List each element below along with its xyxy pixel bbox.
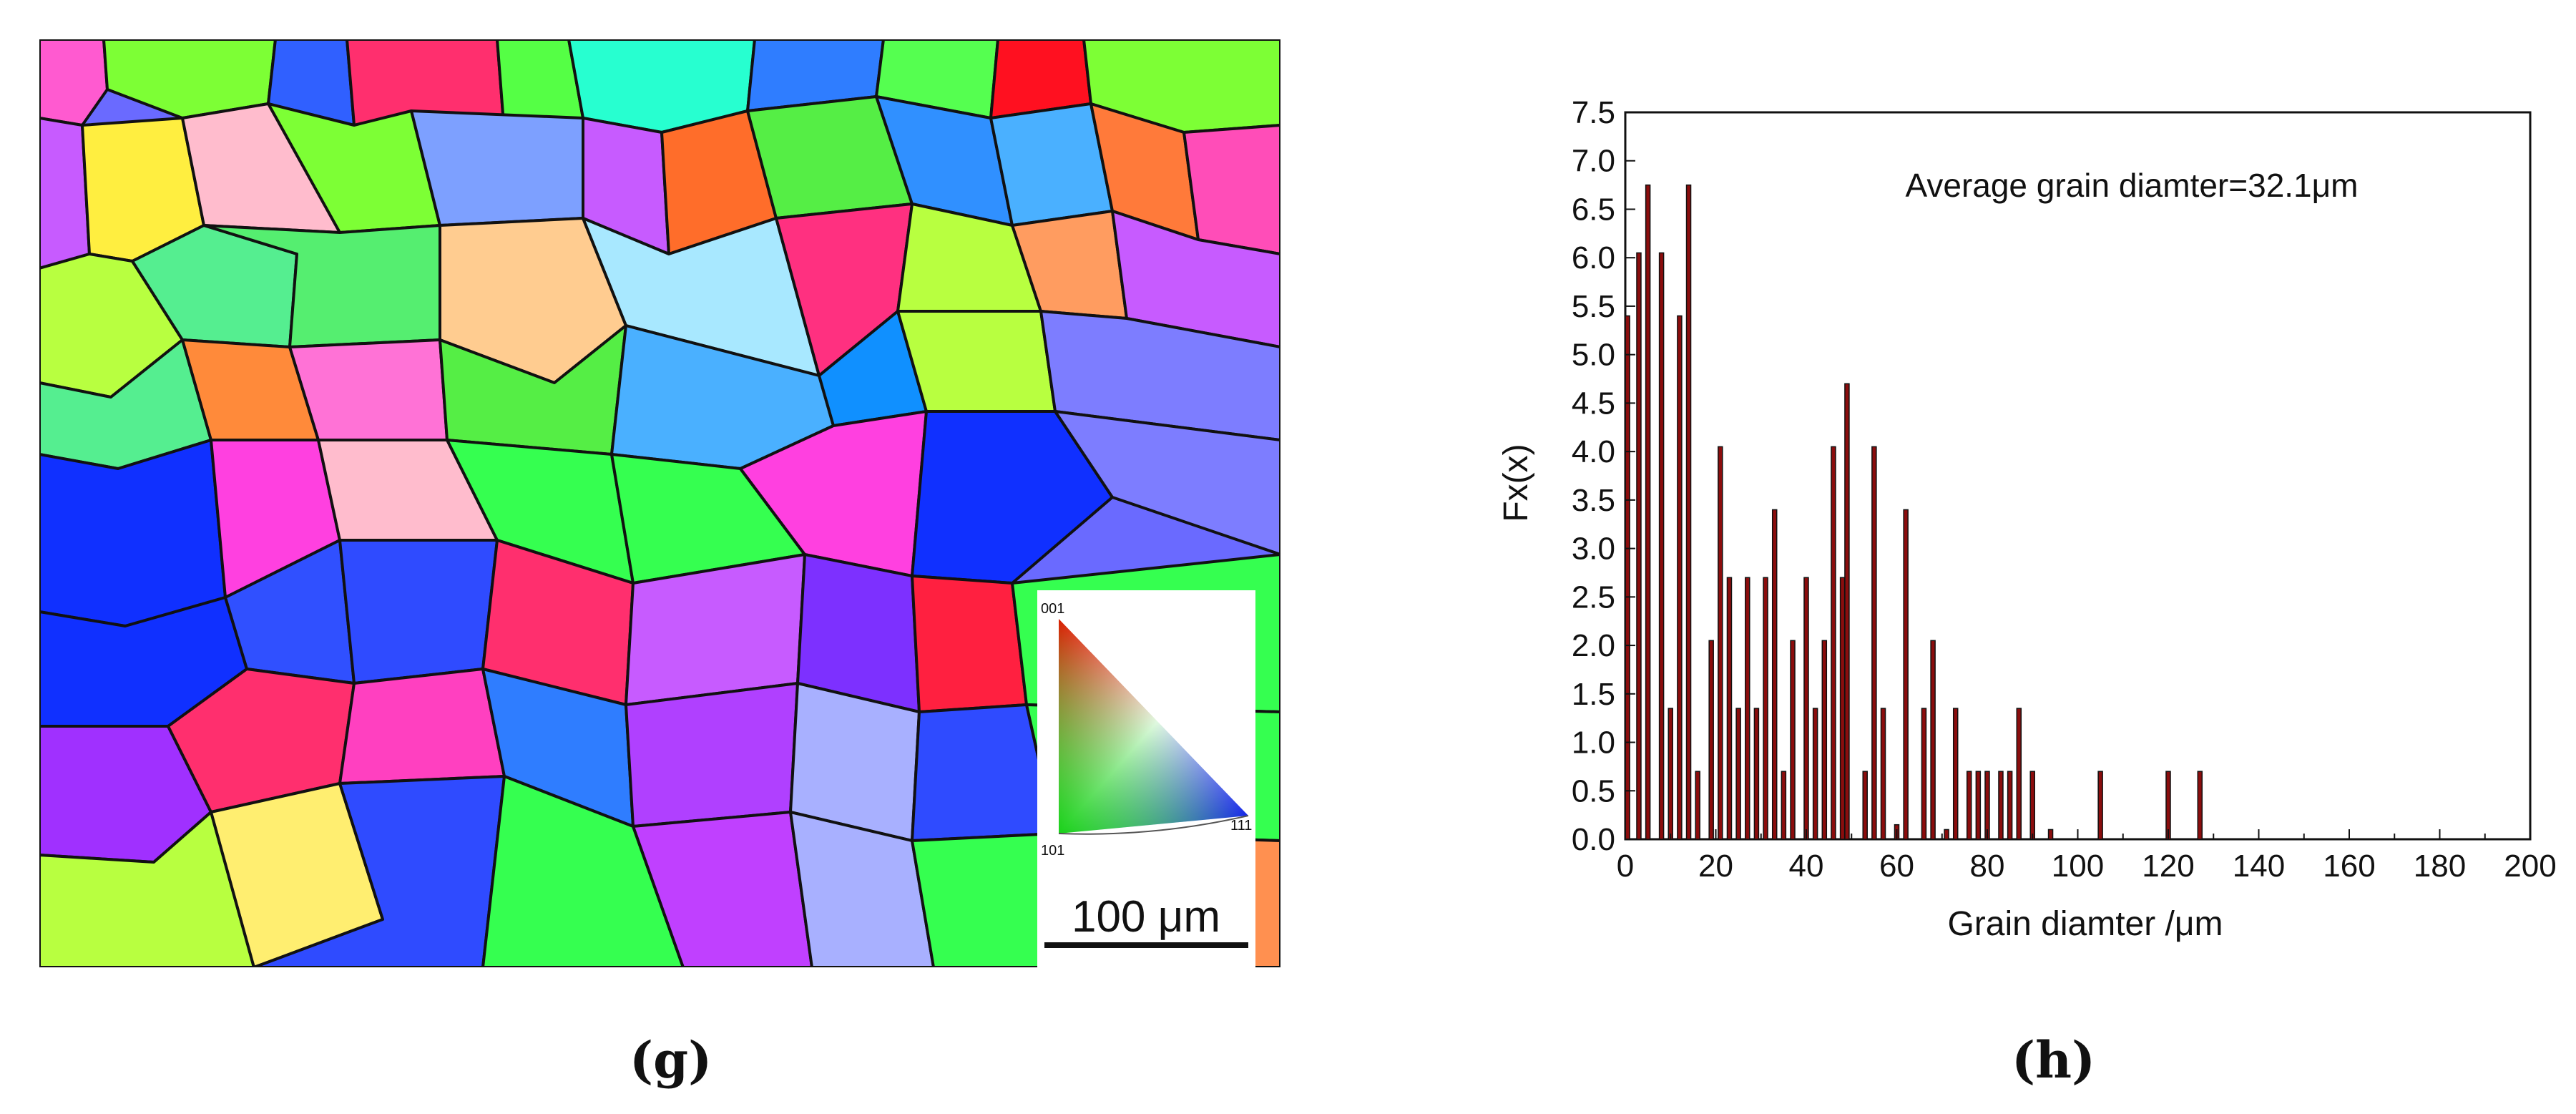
- histogram-bar: [1821, 640, 1828, 840]
- histogram-bar: [2097, 771, 2103, 840]
- y-axis-label: Fx(x): [1497, 444, 1535, 522]
- ipf-label-111: 111: [1230, 818, 1252, 834]
- ipf-label-001: 001: [1041, 601, 1064, 617]
- plot-frame: [1624, 111, 2532, 841]
- histogram-bar: [1735, 708, 1741, 840]
- x-tick-label: 100: [2052, 849, 2104, 884]
- y-tick-label: 3.5: [1572, 483, 1615, 518]
- histogram-bar: [1944, 829, 1949, 840]
- y-axis-ticks: 0.0 0.5 1.0 1.5 2.0 2.5 3.0 3.5 4.0 4.5 5.0 5.5 6.0 6…: [1572, 95, 1635, 857]
- y-tick-label: 0.5: [1572, 773, 1615, 808]
- histogram-bar: [1839, 577, 1846, 840]
- y-tick-label: 5.0: [1572, 338, 1615, 373]
- y-tick-label: 1.0: [1572, 725, 1615, 761]
- histogram-bar: [1984, 771, 1990, 840]
- panel-label-h: (h): [2012, 1030, 2096, 1090]
- histogram-bar: [2016, 708, 2022, 840]
- panel-label-g: (g): [630, 1030, 712, 1090]
- y-tick-label: 7.5: [1572, 95, 1615, 130]
- histogram-bar: [1718, 446, 1723, 840]
- x-tick-label: 40: [1789, 849, 1824, 884]
- histogram-bar: [1763, 577, 1768, 840]
- histogram-bar: [1844, 383, 1850, 840]
- chart-annotation: Average grain diamter=32.1μm: [1906, 167, 2359, 204]
- ipf-color-key: 001 101 111: [1037, 590, 1255, 876]
- histogram-bar: [1781, 771, 1787, 840]
- histogram-bar: [1726, 577, 1733, 840]
- y-tick-label: 4.0: [1572, 434, 1615, 469]
- x-tick-label: 180: [2414, 849, 2466, 884]
- histogram-bar: [2165, 771, 2171, 840]
- histogram-bar: [1921, 708, 1927, 840]
- histogram-bar: [1667, 708, 1673, 840]
- y-tick-label: 5.5: [1572, 289, 1615, 324]
- histogram-bar: [1645, 184, 1651, 840]
- histogram-bar: [1677, 315, 1683, 840]
- histogram-bar: [2029, 771, 2035, 840]
- histogram-bar: [1975, 771, 1982, 840]
- histogram-bar: [1930, 640, 1936, 840]
- histogram-bar: [1880, 708, 1886, 840]
- y-tick-label: 4.5: [1572, 386, 1615, 421]
- x-tick-label: 0: [1617, 849, 1634, 884]
- histogram-bar: [1871, 446, 1877, 840]
- ebsd-orientation-map: 001 101 111 100 μm: [39, 39, 1280, 967]
- y-tick-label: 3.0: [1572, 532, 1615, 567]
- histogram-bars: [1625, 184, 2203, 840]
- histogram-bar: [1903, 509, 1909, 840]
- histogram-bar: [1695, 771, 1700, 840]
- histogram-bar: [1685, 184, 1692, 840]
- y-tick-label: 6.5: [1572, 192, 1615, 227]
- histogram-bar: [1790, 640, 1796, 840]
- y-tick-label: 7.0: [1572, 144, 1615, 179]
- x-tick-label: 20: [1698, 849, 1733, 884]
- histogram-bar: [1636, 252, 1642, 840]
- x-axis-ticks: 0 20 40 60 80 100 120 140 160 180 200: [1617, 829, 2557, 884]
- histogram-bar: [1966, 771, 1972, 840]
- histogram-bar: [1952, 708, 1959, 840]
- histogram-bar: [1803, 577, 1809, 840]
- x-tick-label: 80: [1970, 849, 2005, 884]
- histogram-bar: [1831, 446, 1836, 840]
- histogram-bar: [1862, 771, 1868, 840]
- histogram-bar: [1812, 708, 1818, 840]
- histogram-bar: [1771, 509, 1778, 840]
- histogram-bar: [1745, 577, 1750, 840]
- scale-bar: 100 μm: [1037, 876, 1255, 967]
- x-tick-label: 140: [2233, 849, 2285, 884]
- histogram-bar: [2007, 771, 2013, 840]
- y-tick-label: 0.0: [1572, 822, 1615, 857]
- x-axis-label: Grain diamter /μm: [1947, 905, 2223, 943]
- histogram-bar: [1658, 252, 1665, 840]
- x-tick-label: 200: [2504, 849, 2556, 884]
- histogram-bar: [1625, 315, 1630, 840]
- y-tick-label: 2.5: [1572, 580, 1615, 615]
- histogram-bar: [1708, 640, 1714, 840]
- y-tick-label: 2.0: [1572, 628, 1615, 663]
- grain-size-histogram: 0 20 40 60 80 100 120 140 160 180 200 0.0 0.5 1.0 1.5…: [1497, 95, 2557, 943]
- histogram-bar: [2047, 829, 2054, 840]
- y-tick-label: 1.5: [1572, 677, 1615, 712]
- histogram-bar: [1753, 708, 1760, 840]
- histogram-plot-area: [1624, 111, 2532, 841]
- x-tick-label: 120: [2142, 849, 2194, 884]
- x-tick-label: 160: [2323, 849, 2375, 884]
- scale-bar-label: 100 μm: [1072, 892, 1220, 942]
- histogram-bar: [2197, 771, 2203, 840]
- ipf-label-101: 101: [1041, 843, 1064, 859]
- y-tick-label: 6.0: [1572, 240, 1615, 275]
- histogram-bar: [1998, 771, 2004, 840]
- x-tick-label: 60: [1879, 849, 1914, 884]
